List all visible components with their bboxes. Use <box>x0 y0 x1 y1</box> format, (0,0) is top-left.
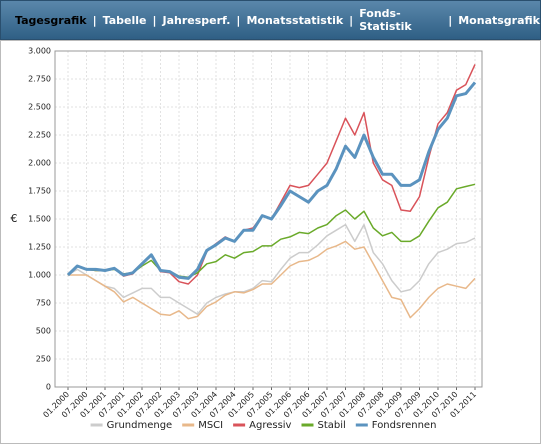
legend-label: Agressiv <box>249 420 291 431</box>
y-tick-label: 500 <box>36 327 51 336</box>
tab[interactable]: Tabelle <box>102 13 147 27</box>
y-tick-label: 1.500 <box>28 215 51 224</box>
y-tick-label: 1.000 <box>28 271 51 280</box>
y-tick-label: 250 <box>36 355 51 364</box>
y-tick-label: 0 <box>46 383 51 392</box>
separator: | <box>92 13 97 27</box>
y-tick-label: 750 <box>36 299 51 308</box>
y-tick-label: 1.750 <box>28 187 51 196</box>
y-tick-label: 3.000 <box>28 47 51 56</box>
legend-label: Fondsrennen <box>372 420 437 431</box>
separator: | <box>448 13 453 27</box>
legend-label: Stabil <box>317 420 345 431</box>
tab[interactable]: Jahresperf. <box>162 13 231 27</box>
y-tick-label: 2.500 <box>28 103 51 112</box>
tab[interactable]: Monatsstatistik <box>246 13 344 27</box>
y-tick-label: 1.250 <box>28 243 51 252</box>
tab[interactable]: Fonds-Statistik <box>359 7 412 33</box>
plot-frame <box>54 50 483 388</box>
chart-panel <box>0 40 541 444</box>
y-tick-label: 2.000 <box>28 159 51 168</box>
legend-label: MSCI <box>198 420 223 431</box>
separator: | <box>349 13 354 27</box>
y-tick-label: 2.250 <box>28 131 51 140</box>
series-line <box>68 240 476 320</box>
separator: | <box>236 13 241 27</box>
y-axis-label: € <box>11 212 18 225</box>
series-line <box>66 81 477 280</box>
y-tick-label: 2.750 <box>28 75 51 84</box>
tab[interactable]: Tagesgrafik <box>15 13 87 27</box>
tab-bar: Tagesgrafik | Tabelle | Jahresperf. | Monat… <box>0 0 541 40</box>
separator: | <box>152 13 157 27</box>
legend-label: Grundmenge <box>107 420 173 431</box>
tab[interactable]: Monatsgrafik <box>458 13 540 27</box>
series-line <box>67 223 476 315</box>
